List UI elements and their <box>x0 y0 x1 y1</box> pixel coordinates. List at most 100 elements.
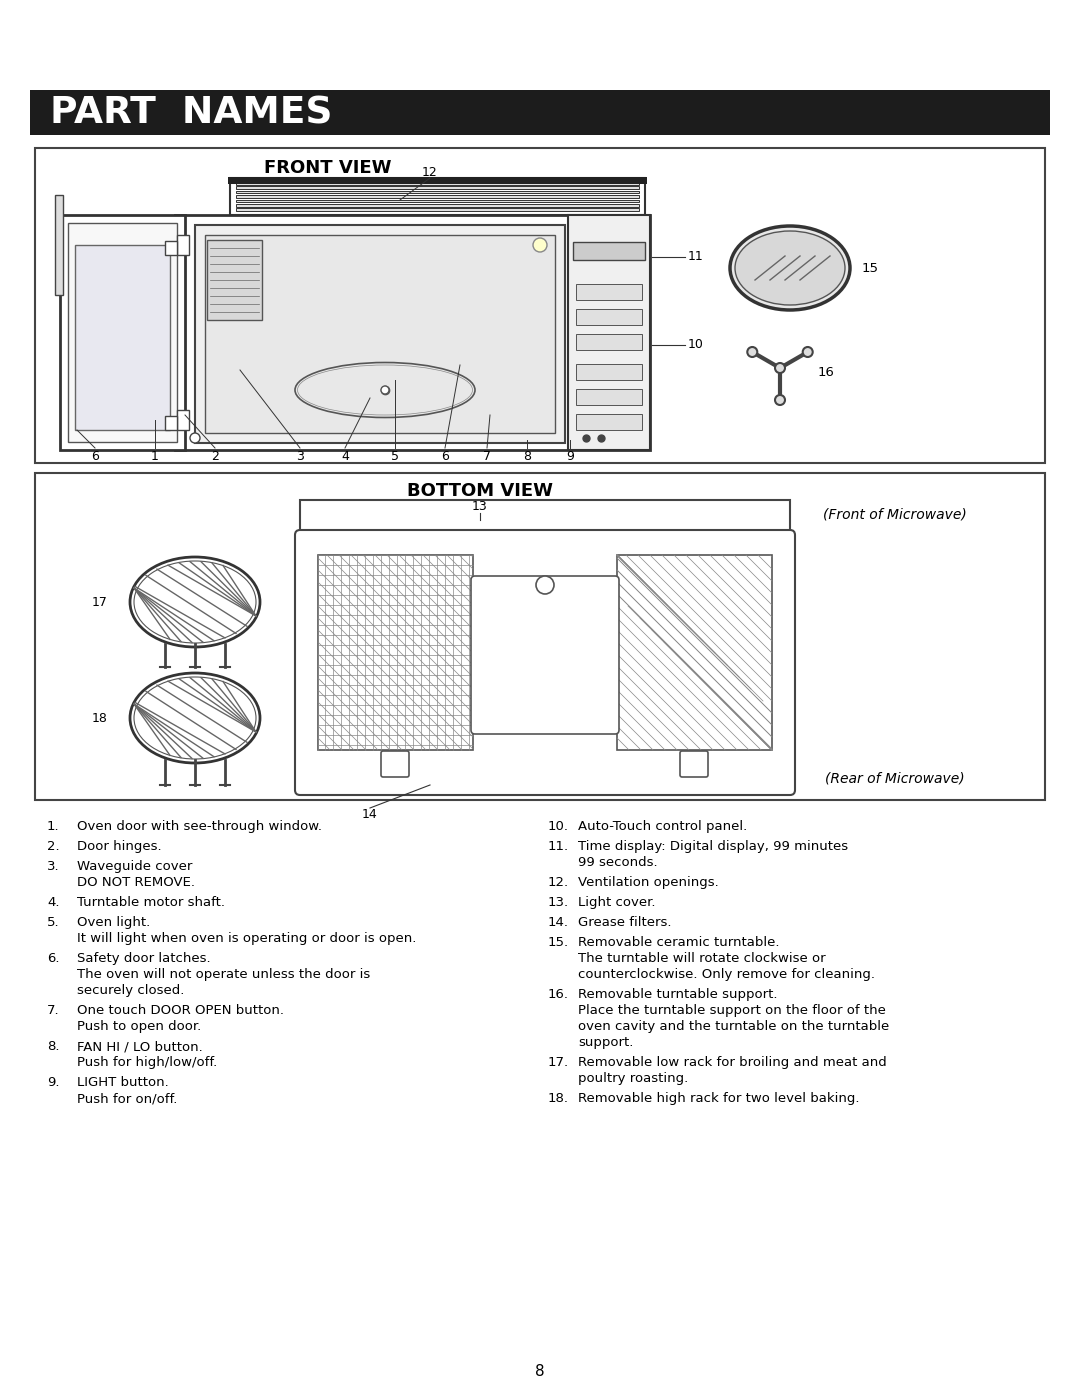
Bar <box>55 196 63 295</box>
Bar <box>300 500 789 535</box>
Ellipse shape <box>130 673 260 763</box>
Text: 14: 14 <box>362 809 378 821</box>
Text: 18: 18 <box>92 711 108 725</box>
Text: Removable turntable support.: Removable turntable support. <box>578 988 778 1002</box>
Text: Push to open door.: Push to open door. <box>77 1020 201 1032</box>
Text: Door hinges.: Door hinges. <box>77 840 162 854</box>
Circle shape <box>775 363 785 373</box>
Text: Time display: Digital display, 99 minutes: Time display: Digital display, 99 minute… <box>578 840 848 854</box>
Text: Safety door latches.: Safety door latches. <box>77 951 211 965</box>
Text: 16: 16 <box>818 366 835 380</box>
Text: 9: 9 <box>566 450 573 462</box>
Bar <box>177 235 189 256</box>
Bar <box>165 242 177 256</box>
FancyBboxPatch shape <box>381 752 409 777</box>
Bar <box>205 235 555 433</box>
Text: Push for on/off.: Push for on/off. <box>77 1092 177 1105</box>
Text: 12: 12 <box>422 166 437 179</box>
Text: 17.: 17. <box>548 1056 569 1069</box>
Text: Removable ceramic turntable.: Removable ceramic turntable. <box>578 936 780 949</box>
Text: oven cavity and the turntable on the turntable: oven cavity and the turntable on the tur… <box>578 1020 889 1032</box>
FancyBboxPatch shape <box>295 529 795 795</box>
Bar <box>60 215 185 450</box>
Text: Oven light.: Oven light. <box>77 916 150 929</box>
Text: counterclockwise. Only remove for cleaning.: counterclockwise. Only remove for cleani… <box>578 968 875 981</box>
Bar <box>576 309 642 326</box>
Text: BOTTOM VIEW: BOTTOM VIEW <box>407 482 553 500</box>
Text: 6: 6 <box>91 450 99 462</box>
Circle shape <box>190 433 200 443</box>
Text: 6.: 6. <box>48 951 59 965</box>
Text: 12.: 12. <box>548 876 569 888</box>
Text: 11: 11 <box>688 250 704 264</box>
Bar <box>35 148 1045 462</box>
Bar <box>30 89 1050 136</box>
Text: The turntable will rotate clockwise or: The turntable will rotate clockwise or <box>578 951 825 965</box>
Bar <box>576 334 642 351</box>
Bar <box>75 244 170 430</box>
Text: 13.: 13. <box>548 895 569 909</box>
Text: 7: 7 <box>483 450 491 462</box>
Bar <box>318 555 473 750</box>
Bar <box>68 224 177 441</box>
Bar <box>237 191 639 193</box>
Text: 3.: 3. <box>48 861 59 873</box>
Text: 14.: 14. <box>548 916 569 929</box>
Bar <box>207 240 262 320</box>
Text: One touch DOOR OPEN button.: One touch DOOR OPEN button. <box>77 1004 284 1017</box>
Circle shape <box>381 386 389 394</box>
Bar <box>228 177 647 184</box>
Text: 3: 3 <box>296 450 303 462</box>
Circle shape <box>534 237 546 251</box>
Bar <box>573 242 645 260</box>
Text: 2.: 2. <box>48 840 59 854</box>
Text: Light cover.: Light cover. <box>578 895 656 909</box>
Text: 7.: 7. <box>48 1004 59 1017</box>
Text: 9.: 9. <box>48 1076 59 1090</box>
Text: 10.: 10. <box>548 820 569 833</box>
Text: Auto-Touch control panel.: Auto-Touch control panel. <box>578 820 747 833</box>
Text: PART  NAMES: PART NAMES <box>50 95 333 131</box>
Text: Oven door with see-through window.: Oven door with see-through window. <box>77 820 322 833</box>
Text: DO NOT REMOVE.: DO NOT REMOVE. <box>77 876 195 888</box>
Bar <box>237 208 639 211</box>
Bar <box>237 196 639 198</box>
Text: Waveguide cover: Waveguide cover <box>77 861 192 873</box>
Text: The oven will not operate unless the door is: The oven will not operate unless the doo… <box>77 968 370 981</box>
Text: Turntable motor shaft.: Turntable motor shaft. <box>77 895 225 909</box>
Text: 5.: 5. <box>48 916 59 929</box>
Text: 1.: 1. <box>48 820 59 833</box>
Ellipse shape <box>735 231 845 305</box>
Bar <box>177 409 189 430</box>
Text: It will light when oven is operating or door is open.: It will light when oven is operating or … <box>77 932 417 944</box>
Text: 17: 17 <box>92 595 108 609</box>
Bar <box>237 204 639 207</box>
Bar <box>576 388 642 405</box>
Text: securely closed.: securely closed. <box>77 983 185 997</box>
Text: 15.: 15. <box>548 936 569 949</box>
Text: 8.: 8. <box>48 1039 59 1053</box>
Circle shape <box>536 576 554 594</box>
FancyBboxPatch shape <box>680 752 708 777</box>
Bar <box>175 215 650 450</box>
Text: (Front of Microwave): (Front of Microwave) <box>823 509 967 522</box>
Ellipse shape <box>730 226 850 310</box>
Text: Grease filters.: Grease filters. <box>578 916 672 929</box>
Text: Removable high rack for two level baking.: Removable high rack for two level baking… <box>578 1092 860 1105</box>
Text: Push for high/low/off.: Push for high/low/off. <box>77 1056 217 1069</box>
Bar <box>237 200 639 203</box>
Bar <box>35 474 1045 800</box>
Text: 13: 13 <box>472 500 488 513</box>
Text: 8: 8 <box>523 450 531 462</box>
FancyBboxPatch shape <box>471 576 619 733</box>
Text: Removable low rack for broiling and meat and: Removable low rack for broiling and meat… <box>578 1056 887 1069</box>
Text: 4.: 4. <box>48 895 59 909</box>
Text: (Rear of Microwave): (Rear of Microwave) <box>825 771 964 785</box>
Text: poultry roasting.: poultry roasting. <box>578 1071 688 1085</box>
Text: 15: 15 <box>862 261 879 274</box>
Bar <box>576 414 642 430</box>
Text: 18.: 18. <box>548 1092 569 1105</box>
Ellipse shape <box>130 557 260 647</box>
Text: 4: 4 <box>341 450 349 462</box>
Text: Ventilation openings.: Ventilation openings. <box>578 876 719 888</box>
